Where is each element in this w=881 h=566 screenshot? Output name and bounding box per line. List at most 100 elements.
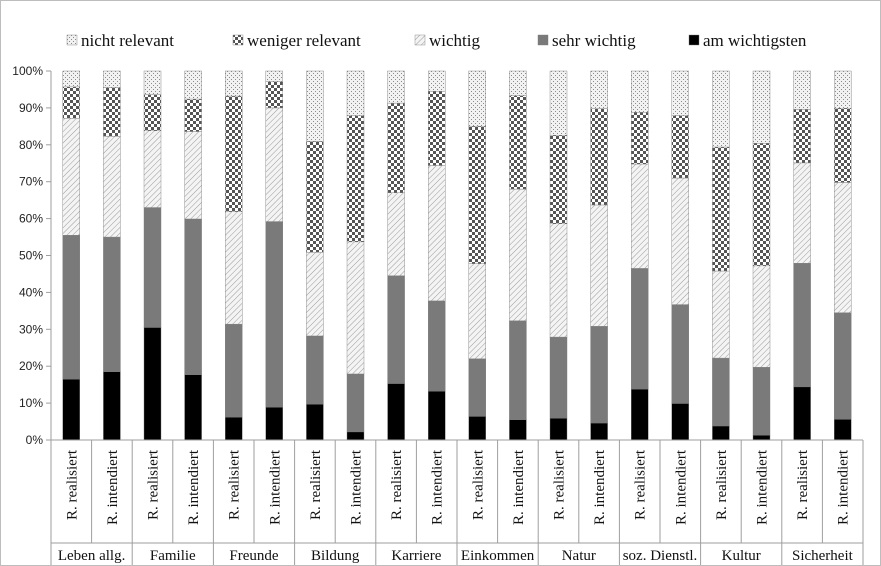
bars (62, 70, 852, 441)
bar-segment-wichtig-natur-r-intendiert (590, 204, 608, 327)
bar-segment-sehr-wichtig-kultur-r-intendiert (752, 367, 771, 436)
bar-segment-sehr-wichtig-karriere-r-realisiert (387, 275, 405, 384)
bar-segment-sehr-wichtig-leben-allg-r-intendiert (103, 236, 121, 372)
bar-segment-sehr-wichtig-familie-r-intendiert (184, 218, 202, 375)
bar-segment-nicht-relevant-bildung-r-intendiert (346, 70, 365, 116)
legend-label-weniger-relevant: weniger relevant (247, 31, 361, 50)
bar-segment-wichtig-sicherheit-r-realisiert (793, 162, 811, 264)
x-tick-label: R. realisiert (308, 449, 324, 520)
y-tick-label: 10% (19, 396, 43, 410)
bar-segment-nicht-relevant-kultur-r-realisiert (712, 70, 730, 148)
group-label: Natur (562, 548, 596, 564)
bar-segment-weniger-relevant-bildung-r-realisiert (306, 141, 324, 253)
bar-segment-wichtig-bildung-r-realisiert (306, 251, 324, 337)
y-tick-label: 70% (19, 175, 43, 189)
bar-segment-wichtig-karriere-r-realisiert (387, 192, 405, 276)
bar-segment-sehr-wichtig-soz-dienstl-r-intendiert (671, 304, 689, 404)
bar-segment-nicht-relevant-leben-allg-r-realisiert (62, 70, 80, 88)
legend-swatch-nicht-relevant (66, 34, 78, 46)
y-axis: 0% 10% 20% 30% 40% 50% 60% 70% 80% 90% 100% (12, 64, 52, 447)
group-label: Kultur (722, 548, 761, 564)
bar-segment-nicht-relevant-leben-allg-r-intendiert (103, 70, 121, 88)
legend-label-wichtig: wichtig (429, 31, 480, 50)
bar-segment-nicht-relevant-kultur-r-intendiert (752, 70, 771, 144)
bar-segment-weniger-relevant-bildung-r-intendiert (346, 115, 365, 243)
bar-segment-nicht-relevant-sicherheit-r-realisiert (793, 70, 811, 110)
x-tick-label: R. intendiert (430, 449, 446, 525)
x-tick-label: R. intendiert (105, 449, 121, 525)
bar-segment-weniger-relevant-sicherheit-r-realisiert (793, 109, 811, 164)
legend-swatch-weniger-relevant (232, 34, 244, 46)
bar-segment-wichtig-freunde-r-intendiert (265, 107, 283, 222)
bar-segment-weniger-relevant-leben-allg-r-intendiert (103, 87, 121, 137)
bar-segment-weniger-relevant-natur-r-intendiert (590, 108, 608, 206)
legend-label-am-wichtigsten: am wichtigsten (703, 31, 807, 50)
bar-segment-weniger-relevant-einkommen-r-intendiert (509, 95, 527, 190)
y-tick-label: 30% (19, 322, 43, 336)
bar-segment-weniger-relevant-leben-allg-r-realisiert (62, 86, 80, 119)
x-tick-label: R. intendiert (511, 449, 527, 525)
bar-segment-sehr-wichtig-natur-r-realisiert (549, 336, 568, 419)
group-label: soz. Dienstl. (623, 548, 698, 564)
bar-segment-wichtig-kultur-r-intendiert (752, 265, 771, 368)
bar-segment-am-wichtigsten-freunde-r-realisiert (224, 416, 243, 441)
bar-segment-weniger-relevant-karriere-r-realisiert (387, 102, 405, 193)
bar-segment-weniger-relevant-natur-r-realisiert (549, 135, 568, 224)
bar-segment-sehr-wichtig-freunde-r-intendiert (265, 221, 283, 408)
group-label: Familie (150, 548, 196, 564)
bar-segment-am-wichtigsten-natur-r-intendiert (590, 422, 608, 441)
x-tick-label: R. realisiert (64, 449, 80, 520)
x-tick-label: R. realisiert (146, 449, 162, 520)
bar-segment-am-wichtigsten-sicherheit-r-realisiert (793, 386, 811, 441)
group-label: Karriere (391, 548, 441, 564)
x-tick-label: R. realisiert (552, 449, 568, 520)
y-tick-label: 40% (19, 285, 43, 299)
bar-segment-am-wichtigsten-familie-r-realisiert (143, 327, 162, 441)
bar-segment-am-wichtigsten-karriere-r-realisiert (387, 383, 405, 441)
legend-swatch-sehr-wichtig (537, 34, 549, 46)
bar-segment-am-wichtigsten-familie-r-intendiert (184, 374, 202, 441)
bar-segment-nicht-relevant-karriere-r-realisiert (387, 70, 405, 104)
bar-segment-am-wichtigsten-bildung-r-intendiert (346, 431, 365, 441)
bar-segment-weniger-relevant-kultur-r-intendiert (752, 143, 771, 267)
x-tick-label: R. intendiert (349, 449, 365, 525)
x-tick-label: R. intendiert (592, 449, 608, 525)
bar-segment-weniger-relevant-karriere-r-intendiert (428, 91, 446, 166)
bar-segment-wichtig-leben-allg-r-intendiert (103, 136, 121, 238)
group-label: Sicherheit (792, 548, 854, 564)
bar-segment-wichtig-kultur-r-realisiert (712, 270, 730, 359)
bar-segment-wichtig-einkommen-r-intendiert (509, 188, 527, 322)
bar-segment-weniger-relevant-familie-r-realisiert (143, 94, 162, 131)
bar-segment-nicht-relevant-natur-r-intendiert (590, 70, 608, 109)
bar-segment-am-wichtigsten-bildung-r-realisiert (306, 404, 324, 441)
bar-segment-nicht-relevant-natur-r-realisiert (549, 70, 568, 136)
bar-segment-wichtig-freunde-r-realisiert (224, 211, 243, 325)
legend-label-nicht-relevant: nicht relevant (81, 31, 174, 50)
bar-segment-wichtig-familie-r-intendiert (184, 131, 202, 220)
legend-swatch-wichtig (414, 34, 426, 46)
bar-segment-wichtig-natur-r-realisiert (549, 223, 568, 338)
y-tick-label: 20% (19, 359, 43, 373)
bar-segment-wichtig-sicherheit-r-intendiert (834, 182, 852, 313)
bar-segment-sehr-wichtig-einkommen-r-intendiert (509, 320, 527, 420)
bar-segment-am-wichtigsten-einkommen-r-intendiert (509, 419, 527, 441)
bar-segment-weniger-relevant-freunde-r-intendiert (265, 81, 283, 109)
legend-swatch-am-wichtigsten (688, 34, 700, 46)
x-axis-labels: R. realisiert R. intendiert R. realisiert R… (50, 439, 864, 565)
bar-segment-nicht-relevant-einkommen-r-intendiert (509, 70, 527, 96)
bar-segment-sehr-wichtig-soz-dienstl-r-realisiert (631, 268, 649, 390)
bar-segment-weniger-relevant-freunde-r-realisiert (224, 95, 243, 212)
bar-segment-nicht-relevant-familie-r-intendiert (184, 70, 202, 100)
bar-segment-wichtig-familie-r-realisiert (143, 130, 162, 208)
bar-segment-wichtig-soz-dienstl-r-intendiert (671, 177, 689, 305)
bar-segment-sehr-wichtig-bildung-r-intendiert (346, 373, 365, 433)
bar-segment-sehr-wichtig-einkommen-r-realisiert (468, 358, 486, 417)
bar-segment-am-wichtigsten-soz-dienstl-r-intendiert (671, 403, 689, 441)
bar-segment-am-wichtigsten-einkommen-r-realisiert (468, 416, 486, 441)
x-tick-label: R. realisiert (227, 449, 243, 520)
bar-segment-sehr-wichtig-kultur-r-realisiert (712, 357, 730, 427)
y-tick-label: 0% (26, 433, 44, 447)
x-tick-label: R. intendiert (755, 449, 771, 525)
x-tick-label: R. intendiert (836, 449, 852, 525)
